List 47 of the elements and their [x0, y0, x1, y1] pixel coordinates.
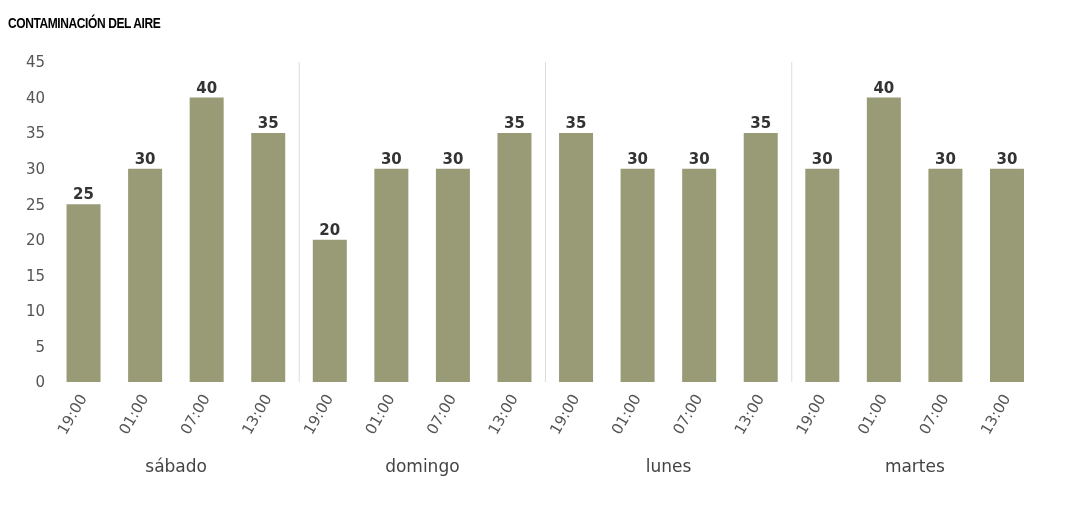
- y-tick-label: 20: [25, 231, 45, 250]
- y-tick-label: 15: [25, 266, 45, 285]
- bar: [497, 133, 532, 382]
- data-label: 40: [873, 78, 895, 97]
- y-tick-label: 30: [25, 159, 45, 178]
- bar: [866, 97, 901, 382]
- bar: [620, 168, 655, 382]
- y-tick-label: 40: [25, 88, 45, 107]
- text: lunes: [644, 456, 693, 476]
- y-tick-label: 35: [25, 124, 45, 143]
- bar: [435, 168, 470, 382]
- data-label: 35: [750, 114, 772, 133]
- data-label: 35: [257, 114, 279, 133]
- bar: [189, 97, 224, 382]
- data-label: 35: [565, 114, 587, 133]
- bar: [312, 239, 347, 382]
- bar: [559, 133, 594, 382]
- data-label: 35: [504, 114, 525, 133]
- data-label: 30: [688, 149, 710, 168]
- bar: [743, 133, 778, 382]
- text: domingo: [384, 456, 461, 476]
- y-tick-label: 25: [25, 195, 45, 214]
- bar: [66, 204, 101, 382]
- y-tick-label: 5: [35, 337, 45, 356]
- data-label: 20: [319, 220, 341, 239]
- data-label: 30: [442, 149, 464, 168]
- bar: [682, 168, 717, 382]
- bar: [374, 168, 409, 382]
- data-label: 40: [196, 78, 218, 97]
- data-label: 25: [73, 185, 94, 204]
- text: martes: [883, 456, 946, 476]
- y-tick-label: 10: [25, 302, 45, 321]
- data-label: 30: [934, 149, 956, 168]
- bar: [928, 168, 963, 382]
- data-label: 30: [811, 149, 833, 168]
- bar: [251, 133, 286, 382]
- text: sábado: [144, 456, 208, 476]
- data-label: 30: [627, 149, 649, 168]
- bar: [989, 168, 1024, 382]
- chart-title: CONTAMINACIÓN DEL AIRE: [8, 13, 162, 33]
- data-label: 30: [380, 149, 402, 168]
- bar: [805, 168, 840, 382]
- data-label: 30: [996, 149, 1018, 168]
- data-label: 30: [134, 149, 156, 168]
- bar: [128, 168, 163, 382]
- y-tick-label: 0: [35, 373, 45, 392]
- y-tick-label: 45: [25, 53, 45, 72]
